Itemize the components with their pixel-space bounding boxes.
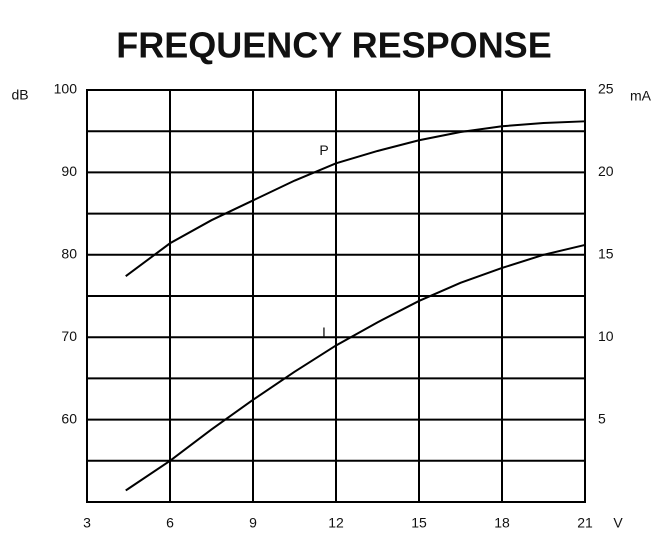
series-line xyxy=(125,120,586,278)
y2-tick-label: 10 xyxy=(598,328,614,344)
y2-tick-label: 5 xyxy=(598,410,606,426)
y-tick-label: 70 xyxy=(61,328,77,344)
y-tick-label: 80 xyxy=(61,246,77,262)
series-label: P xyxy=(319,142,328,158)
x-tick-label: 9 xyxy=(249,515,257,531)
x-tick-label: 3 xyxy=(83,515,91,531)
y2-tick-label: 25 xyxy=(598,81,614,97)
y2-unit: mA xyxy=(630,88,652,104)
x-tick-label: 15 xyxy=(411,515,427,531)
series-line xyxy=(125,243,586,492)
plot-frame xyxy=(86,89,586,503)
y2-tick-label: 15 xyxy=(598,246,614,262)
x-tick-label: 12 xyxy=(328,515,344,531)
series-label: I xyxy=(322,324,326,340)
y-tick-label: 100 xyxy=(54,81,78,97)
x-tick-label: 21 xyxy=(577,515,593,531)
x-unit: V xyxy=(613,515,623,531)
y2-tick-label: 20 xyxy=(598,163,614,179)
y-unit: dB xyxy=(11,87,28,103)
x-tick-label: 6 xyxy=(166,515,174,531)
y-tick-label: 60 xyxy=(61,410,77,426)
x-tick-label: 18 xyxy=(494,515,510,531)
chart-title: FREQUENCY RESPONSE xyxy=(116,25,551,66)
y-tick-label: 90 xyxy=(61,163,77,179)
